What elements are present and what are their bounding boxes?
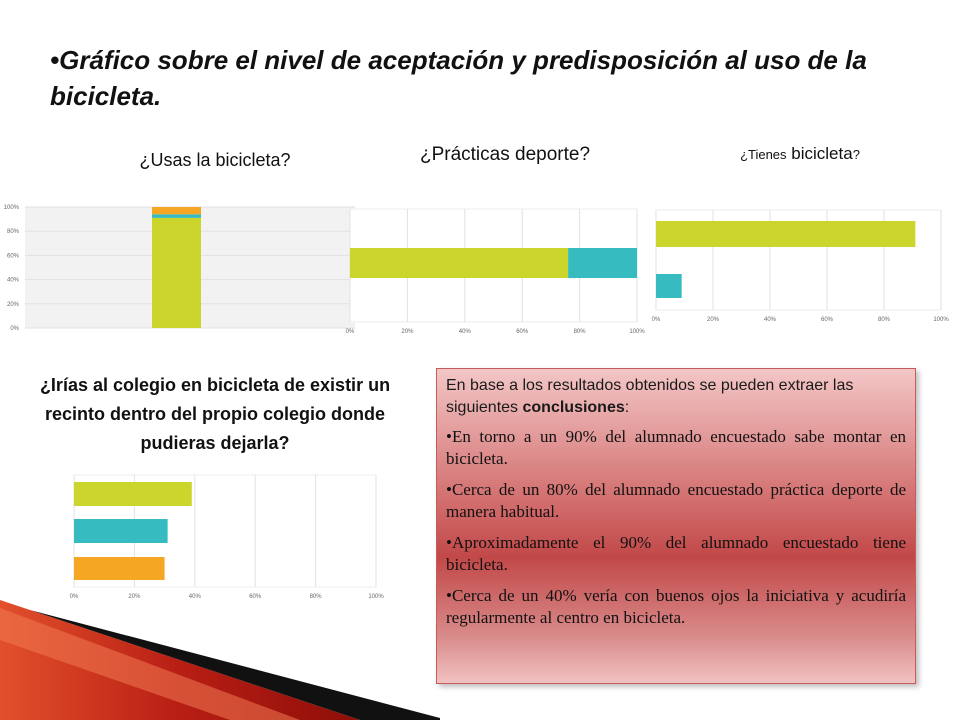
chart-use-bike: 100% 80% 60% 40% 20% 0%: [4, 205, 355, 332]
x-tick-label: 40%: [764, 317, 777, 323]
question-has-bike: ¿Tienes bicicleta?: [700, 144, 900, 164]
intro-end: :: [624, 399, 630, 416]
intro-text: En base a los resultados obtenidos se pu…: [446, 377, 854, 416]
x-tick-label: 20%: [401, 329, 414, 335]
question-has-bike-word: bicicleta: [786, 144, 853, 163]
bullet-text: Aproximadamente el 90% del alumnado encu…: [446, 533, 906, 574]
bullet-icon: •: [446, 533, 452, 552]
x-tick-label: 60%: [516, 329, 529, 335]
y-tick-label: 40%: [7, 278, 20, 284]
x-tick-label: 100%: [933, 317, 949, 323]
bar-segment: [152, 214, 201, 218]
y-tick-label: 80%: [7, 229, 20, 235]
x-tick-label: 0%: [346, 329, 355, 335]
x-tick-label: 20%: [128, 594, 141, 600]
question-use-bike: ¿Usas la bicicleta?: [139, 150, 291, 170]
y-tick-label: 20%: [7, 302, 20, 308]
bar: [656, 221, 916, 247]
bullet-text: Cerca de un 80% del alumnado encuestado …: [446, 480, 906, 521]
x-tick-label: 80%: [574, 329, 587, 335]
bullet-icon: •: [446, 480, 452, 499]
x-tick-label: 0%: [652, 317, 661, 323]
conclusion-bullet: •Cerca de un 40% vería con buenos ojos l…: [446, 585, 906, 629]
bar: [74, 519, 168, 543]
y-tick-label: 60%: [7, 253, 20, 259]
question-has-bike-prefix: ¿Tienes: [740, 147, 787, 162]
question-sports: ¿Prácticas deporte?: [419, 144, 591, 165]
x-tick-label: 100%: [629, 329, 645, 335]
intro-bold: conclusiones: [522, 399, 625, 416]
conclusion-bullet: •Cerca de un 80% del alumnado encuestado…: [446, 479, 906, 523]
conclusion-bullet: •En torno a un 90% del alumnado encuesta…: [446, 427, 906, 468]
bar-segment: [152, 217, 201, 328]
x-tick-label: 60%: [821, 317, 834, 323]
chart-go-school-bike: 0% 20% 40% 60% 80% 100%: [70, 474, 384, 600]
conclusion-bullet: •Aproximadamente el 90% del alumnado enc…: [446, 532, 906, 576]
bar-segment: [350, 248, 569, 278]
x-tick-label: 20%: [707, 317, 720, 323]
chart-has-bike: 0% 20% 40% 60% 80% 100%: [652, 209, 949, 323]
slide-title: •Gráfico sobre el nivel de aceptación y …: [50, 45, 867, 111]
bar-segment: [152, 207, 201, 215]
y-tick-label: 0%: [10, 326, 19, 332]
x-tick-label: 100%: [368, 594, 384, 600]
decorative-red-swoosh: [0, 600, 440, 720]
x-tick-label: 40%: [459, 329, 472, 335]
bar: [74, 557, 165, 580]
bar: [656, 274, 682, 298]
bullet-text: Cerca de un 40% vería con buenos ojos la…: [446, 586, 906, 627]
y-tick-label: 100%: [4, 205, 20, 211]
x-tick-label: 80%: [310, 594, 323, 600]
x-tick-label: 40%: [189, 594, 202, 600]
bar: [74, 482, 192, 506]
chart-sports: 0% 20% 40% 60% 80% 100%: [346, 208, 645, 335]
question-has-bike-suffix: ?: [852, 147, 860, 162]
x-tick-label: 60%: [249, 594, 262, 600]
bar-segment: [568, 248, 637, 278]
bullet-icon: •: [446, 586, 452, 605]
x-tick-label: 0%: [70, 594, 79, 600]
conclusions-intro: En base a los resultados obtenidos se pu…: [446, 375, 906, 419]
conclusions-box: En base a los resultados obtenidos se pu…: [436, 368, 916, 684]
question-go-school-bike: ¿Irías al colegio en bicicleta de existi…: [39, 375, 391, 453]
x-tick-label: 80%: [878, 317, 891, 323]
